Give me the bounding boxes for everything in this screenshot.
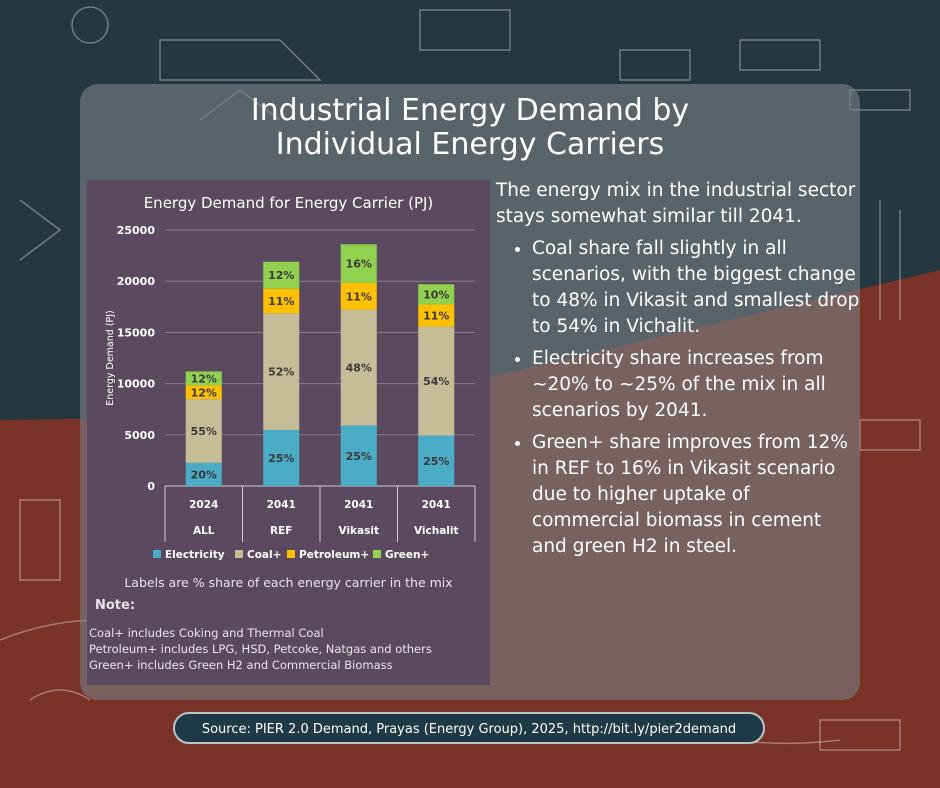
source-link[interactable]: Source: PIER 2.0 Demand, Prayas (Energy …: [173, 712, 765, 744]
y-axis-label: Energy Demand (PJ): [105, 310, 116, 406]
bullet-coal: Coal share fall slightly in all scenario…: [532, 236, 860, 340]
bar-segment-coal: [263, 313, 300, 430]
y-tick-label: 10000: [117, 378, 156, 391]
data-label: 54%: [423, 375, 449, 388]
note-petroleum: Petroleum+ includes LPG, HSD, Petcoke, N…: [89, 642, 432, 656]
chart-title: Energy Demand for Energy Carrier (PJ): [143, 194, 434, 212]
legend-swatch: [287, 550, 295, 558]
x-tick-scenario: ALL: [193, 525, 215, 537]
data-label: 25%: [268, 452, 294, 465]
x-tick-year: 2041: [267, 499, 296, 511]
y-tick-label: 0: [147, 480, 155, 493]
data-label: 20%: [191, 468, 217, 481]
data-label: 11%: [423, 310, 449, 323]
page-title: Industrial Energy Demand by Individual E…: [80, 94, 860, 162]
title-line-2: Individual Energy Carriers: [275, 127, 665, 162]
legend-label: Petroleum+: [299, 549, 369, 561]
bar-segment-electricity: [340, 425, 377, 486]
bar-segment-green: [263, 261, 300, 289]
bullet-electricity: Electricity share increases from ~20% to…: [532, 346, 860, 424]
bar-segment-green: [340, 244, 377, 284]
bar-segment-petroleum: [340, 283, 377, 310]
legend-label: Green+: [385, 549, 429, 561]
legend-swatch: [235, 550, 243, 558]
bar-segment-green: [185, 371, 222, 386]
legend-label: Coal+: [247, 549, 281, 561]
stacked-bar-chart: 0 5000 10000 15000 20000 25000 Energy Demand (…: [105, 224, 476, 561]
bullet-list: Coal share fall slightly in all scenario…: [496, 236, 860, 560]
bar-segment-petroleum: [185, 385, 222, 400]
bar-segment-petroleum: [263, 288, 300, 314]
data-label: 12%: [268, 269, 294, 282]
data-label: 48%: [346, 362, 372, 375]
intro-text: The energy mix in the industrial sector …: [496, 180, 856, 227]
bar-segment-electricity: [263, 429, 300, 486]
data-label: 12%: [191, 386, 217, 399]
legend-swatch: [153, 550, 161, 558]
y-tick-label: 15000: [117, 326, 156, 339]
bar-segment-electricity: [185, 462, 222, 486]
data-label: 12%: [191, 372, 217, 385]
x-tick-year: 2041: [422, 499, 451, 511]
data-label: 16%: [346, 258, 372, 271]
y-tick-label: 5000: [124, 429, 155, 442]
legend-swatch: [373, 550, 381, 558]
bar-segment-petroleum: [418, 304, 455, 327]
y-tick-label: 20000: [117, 275, 156, 288]
note-green: Green+ includes Green H2 and Commercial …: [89, 658, 393, 672]
description-text: The energy mix in the industrial sector …: [496, 178, 860, 566]
bar-segment-coal: [185, 399, 222, 463]
bar-segment-electricity: [418, 435, 455, 486]
data-label: 11%: [346, 290, 372, 303]
data-label: 25%: [423, 455, 449, 468]
x-tick-year: 2024: [189, 499, 218, 511]
data-label: 55%: [191, 425, 217, 438]
note-title: Note:: [95, 598, 136, 613]
x-tick-scenario: Vichalit: [414, 525, 459, 537]
title-line-1: Industrial Energy Demand by: [250, 93, 690, 128]
note-coal: Coal+ includes Coking and Thermal Coal: [89, 626, 324, 640]
bullet-green: Green+ share improves from 12% in REF to…: [532, 430, 860, 560]
doodle-decoration: [0, 6, 921, 751]
data-label: 52%: [268, 366, 294, 379]
data-label: 10%: [423, 288, 449, 301]
data-label: 25%: [346, 450, 372, 463]
x-tick-year: 2041: [344, 499, 373, 511]
data-label: 11%: [268, 295, 294, 308]
x-tick-scenario: Vikasit: [339, 525, 379, 537]
chart-caption: Labels are % share of each energy carrie…: [124, 575, 453, 590]
bar-segment-coal: [418, 326, 455, 436]
y-tick-label: 25000: [117, 224, 156, 237]
chart-panel: 0 5000 10000 15000 20000 25000 Energy Demand (…: [87, 180, 490, 685]
bar-segment-coal: [340, 309, 377, 426]
x-tick-scenario: REF: [270, 525, 292, 537]
bar-segment-green: [418, 284, 455, 305]
legend-label: Electricity: [165, 549, 225, 561]
